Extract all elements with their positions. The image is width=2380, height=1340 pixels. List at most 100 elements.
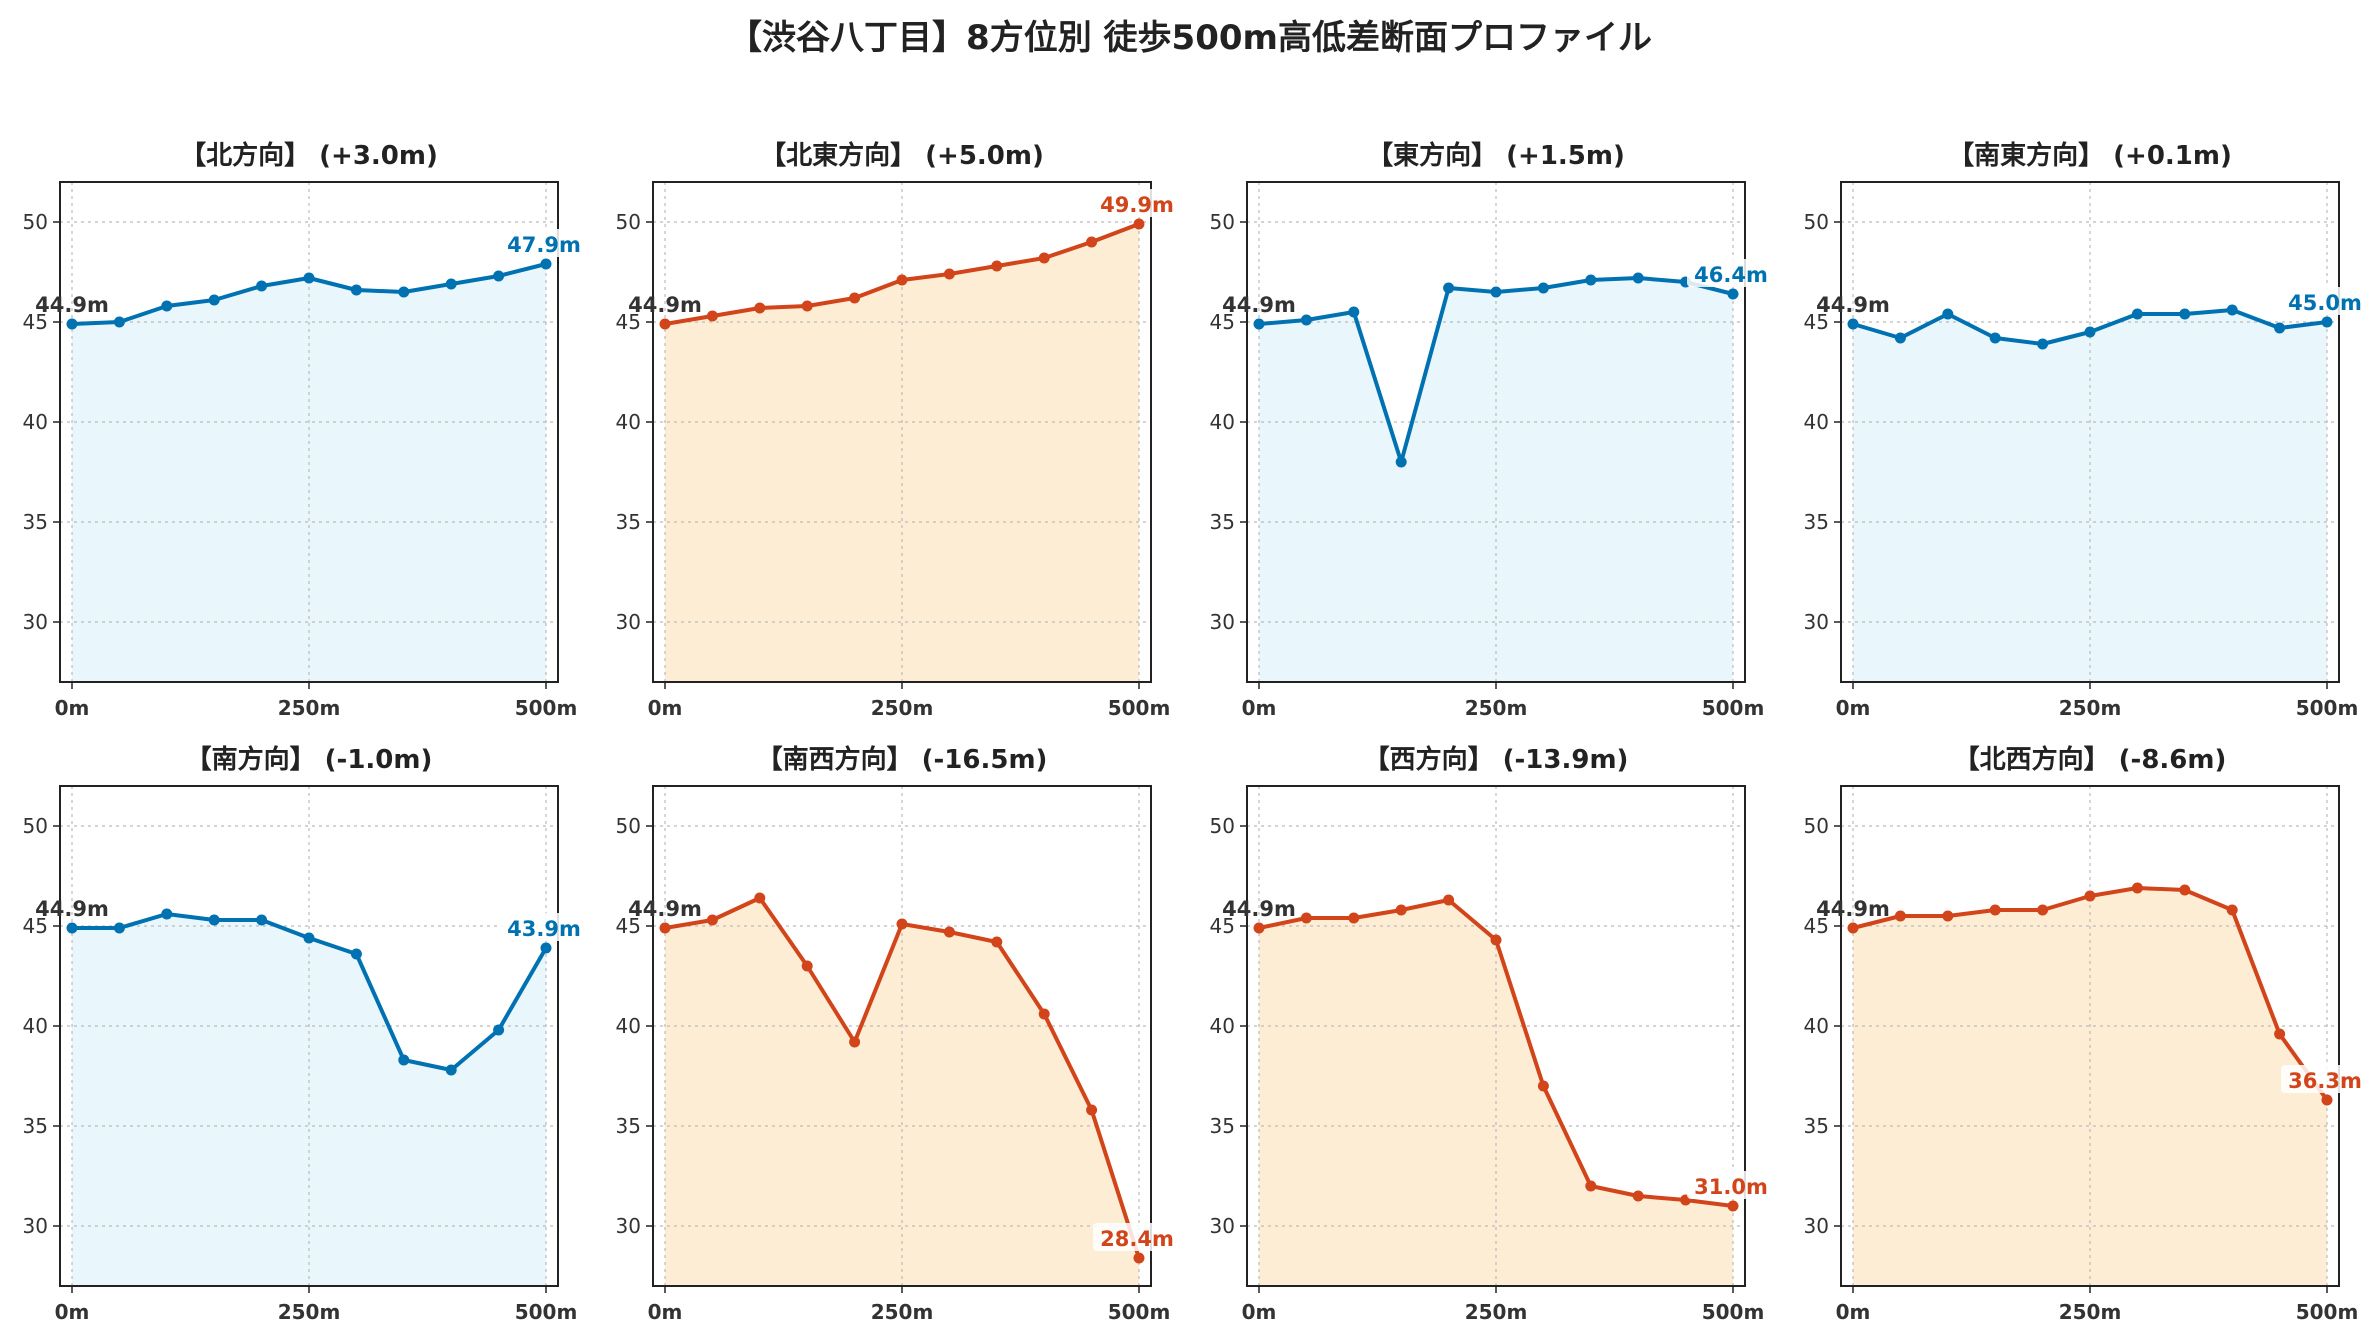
data-point [398,286,410,298]
data-point [706,310,718,322]
data-point [659,922,671,934]
data-point [1133,1252,1145,1264]
data-point [1300,314,1312,326]
y-tick-label: 45 [23,914,48,938]
y-tick-label: 40 [23,1014,48,1038]
start-elevation-label: 44.9m [628,293,702,317]
start-elevation-label: 44.9m [628,897,702,921]
data-point [66,922,78,934]
end-elevation-label: 43.9m [507,917,581,941]
end-elevation-label-group: 47.9m [500,229,588,257]
end-elevation-label-group: 49.9m [1093,189,1181,217]
x-tick-label: 250m [2059,1300,2122,1324]
end-elevation-label-group: 45.0m [2281,287,2369,315]
y-tick-label: 30 [23,610,48,634]
panel-title: 【北方向】 (+3.0m) [180,140,438,171]
y-tick-label: 40 [1210,410,1235,434]
x-tick-label: 250m [2059,696,2122,720]
y-tick-label: 50 [1804,210,1829,234]
y-tick-label: 35 [616,1114,641,1138]
data-point [2084,326,2096,338]
data-point [991,936,1003,948]
y-tick-label: 35 [1804,510,1829,534]
data-point [1894,332,1906,344]
data-point [1942,910,1954,922]
data-point [493,270,505,282]
area-fill [665,224,1139,682]
end-label-background [1093,189,1181,217]
data-point [208,294,220,306]
data-point [1989,904,2001,916]
data-point [256,280,268,292]
data-point [2321,1094,2333,1106]
data-point [1989,332,2001,344]
data-point [1585,274,1597,286]
area-fill [1259,900,1733,1286]
data-point [1443,894,1455,906]
data-point [2084,890,2096,902]
x-tick-label: 250m [871,696,934,720]
data-point [2037,338,2049,350]
area-fill [72,914,546,1286]
data-point [2179,308,2191,320]
y-tick-label: 50 [1210,814,1235,838]
end-elevation-label: 46.4m [1694,263,1768,287]
y-tick-label: 40 [1804,410,1829,434]
end-label-background [1093,1223,1181,1251]
x-tick-label: 500m [1108,1300,1171,1324]
data-point [113,316,125,328]
end-elevation-label: 31.0m [1694,1175,1768,1199]
data-point [706,914,718,926]
panel-title: 【西方向】 (-13.9m) [1364,744,1629,775]
data-point [1632,272,1644,284]
data-point [303,932,315,944]
y-tick-label: 45 [23,310,48,334]
end-label-background [2281,1065,2369,1093]
end-elevation-label: 36.3m [2288,1069,2362,1093]
data-point [849,292,861,304]
data-point [1348,912,1360,924]
data-point [1847,318,1859,330]
data-point [1537,1080,1549,1092]
data-point [256,914,268,926]
y-tick-label: 40 [23,410,48,434]
area-fill [665,898,1139,1286]
y-tick-label: 40 [616,1014,641,1038]
panel-title: 【南東方向】 (+0.1m) [1948,140,2232,171]
data-point [2131,308,2143,320]
data-point [1632,1190,1644,1202]
data-point [1133,218,1145,230]
data-point [445,1064,457,1076]
end-label-background [2281,287,2369,315]
y-tick-label: 50 [23,210,48,234]
x-tick-label: 500m [1108,696,1171,720]
y-tick-label: 35 [1804,1114,1829,1138]
data-point [1727,1200,1739,1212]
data-point [2274,322,2286,334]
x-tick-label: 500m [1702,696,1765,720]
y-tick-label: 30 [616,1214,641,1238]
data-point [943,926,955,938]
x-tick-label: 0m [1836,696,1871,720]
data-point [1585,1180,1597,1192]
x-tick-label: 250m [1465,1300,1528,1324]
data-point [1490,934,1502,946]
panel-title: 【南方向】 (-1.0m) [186,744,433,775]
y-tick-label: 30 [1210,610,1235,634]
data-point [1942,308,1954,320]
data-point [754,302,766,314]
y-tick-label: 30 [23,1214,48,1238]
data-point [2179,884,2191,896]
data-point [208,914,220,926]
data-point [2274,1028,2286,1040]
data-point [540,258,552,270]
x-tick-label: 0m [1242,696,1277,720]
end-elevation-label-group: 28.4m [1093,1223,1181,1251]
panel-title: 【南西方向】 (-16.5m) [757,744,1048,775]
data-point [896,274,908,286]
